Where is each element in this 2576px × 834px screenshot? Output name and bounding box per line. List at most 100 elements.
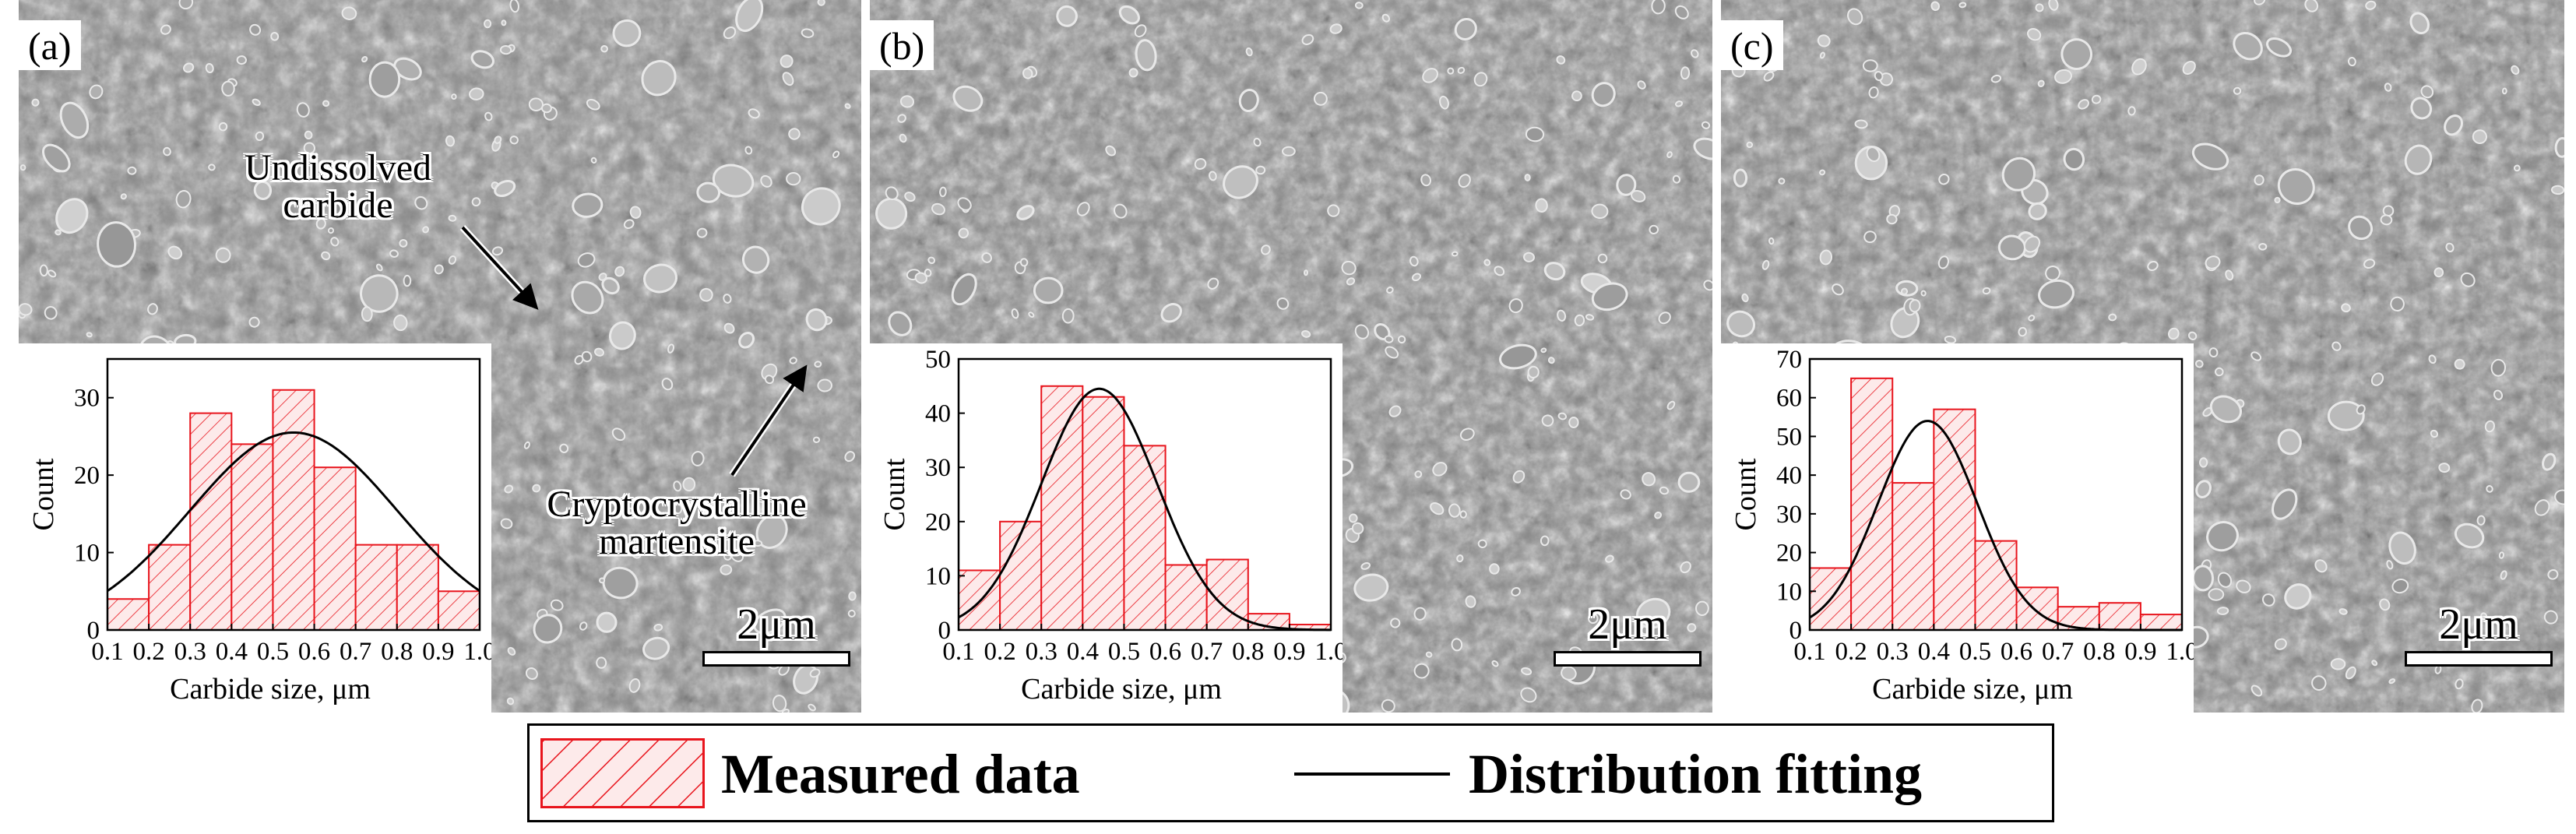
carbide-particle xyxy=(448,214,457,222)
carbide-particle xyxy=(599,577,606,584)
carbide-particle xyxy=(221,80,235,97)
carbide-particle xyxy=(2386,560,2394,570)
carbide-particle xyxy=(596,656,607,669)
annotation-arrows xyxy=(459,224,808,477)
carbide-particle xyxy=(414,195,428,210)
carbide-particle xyxy=(2314,559,2328,573)
carbide-particle xyxy=(1491,660,1499,667)
carbide-particle xyxy=(572,192,604,218)
carbide-particle xyxy=(445,135,456,147)
carbide-particle xyxy=(1658,311,1671,325)
carbide-particle xyxy=(1348,513,1358,523)
carbide-particle xyxy=(1990,74,2002,83)
carbide-particle xyxy=(448,255,457,265)
carbide-particle xyxy=(2500,570,2507,580)
carbide-particle xyxy=(2254,0,2266,5)
carbide-particle xyxy=(2404,144,2433,175)
y-tick-label: 10 xyxy=(74,540,100,568)
y-tick-label: 10 xyxy=(925,562,951,590)
carbide-particle xyxy=(1937,255,1949,269)
x-tick-label: 0.7 xyxy=(340,638,371,666)
carbide-particle xyxy=(509,135,519,145)
carbide-particle xyxy=(2347,57,2356,67)
carbide-particle xyxy=(1413,663,1430,679)
carbide-particle xyxy=(270,32,280,41)
carbide-particle xyxy=(1541,414,1554,427)
legend-measured-label: Measured data xyxy=(721,743,1080,805)
carbide-particle xyxy=(2338,608,2348,615)
carbide-particle xyxy=(2037,79,2045,88)
carbide-particle xyxy=(682,477,696,492)
carbide-particle xyxy=(2091,94,2102,104)
x-tick-label: 0.9 xyxy=(1273,638,1305,666)
carbide-particle xyxy=(2205,255,2221,269)
carbide-particle xyxy=(781,709,790,713)
y-tick-label: 50 xyxy=(1776,423,1802,451)
carbide-particle xyxy=(2345,666,2356,680)
legend-fitting-label: Distribution fitting xyxy=(1469,743,1923,805)
carbide-particle xyxy=(2233,32,2263,61)
carbide-particle xyxy=(2250,351,2262,361)
annotation-line: Undissolved xyxy=(245,147,431,188)
carbide-particle xyxy=(1238,88,1259,113)
carbide-particle xyxy=(422,226,430,234)
y-tick-label: 20 xyxy=(1776,540,1802,568)
legend-fit-line xyxy=(1294,772,1450,776)
carbide-particle xyxy=(817,0,825,6)
carbide-particle xyxy=(499,44,512,55)
carbide-particle xyxy=(897,114,906,123)
carbide-particle xyxy=(375,263,383,272)
carbide-particle xyxy=(2078,99,2089,110)
carbide-particle xyxy=(748,108,760,119)
carbide-particle xyxy=(1300,329,1311,338)
carbide-particle xyxy=(2330,658,2346,670)
carbide-particle xyxy=(1958,2,1967,9)
carbide-particle xyxy=(2195,480,2212,498)
carbide-particle xyxy=(2331,341,2342,351)
carbide-particle xyxy=(1327,204,1340,217)
histogram-bar-hatch xyxy=(396,544,439,631)
annotation-undissolved-carbide: Undissolved carbide xyxy=(213,150,463,224)
carbide-particle xyxy=(2371,660,2378,667)
carbide-particle xyxy=(2182,60,2196,76)
carbide-particle xyxy=(801,28,815,38)
carbide-particle xyxy=(1677,471,1701,493)
carbide-particle xyxy=(1456,554,1464,563)
carbide-particle xyxy=(2444,114,2463,136)
carbide-particle xyxy=(1866,146,1881,163)
carbide-particle xyxy=(2384,83,2392,92)
carbide-particle xyxy=(31,98,40,107)
carbide-particle xyxy=(600,44,608,53)
carbide-particle xyxy=(494,179,516,198)
carbide-particle xyxy=(1061,308,1075,324)
carbide-particle xyxy=(1118,5,1140,25)
carbide-particle xyxy=(2060,38,2093,70)
carbide-particle xyxy=(1457,66,1466,74)
carbide-particle xyxy=(163,146,171,157)
histogram-bar-hatch xyxy=(999,520,1043,631)
carbide-particle xyxy=(814,361,822,368)
carbide-particle xyxy=(667,343,675,354)
carbide-particle xyxy=(1642,472,1656,487)
carbide-particle xyxy=(2511,65,2520,75)
carbide-particle xyxy=(2388,678,2396,684)
carbide-particle xyxy=(1135,39,1157,72)
carbide-particle xyxy=(1397,335,1406,344)
carbide-particle xyxy=(2274,196,2281,204)
carbide-particle xyxy=(753,608,787,635)
carbide-particle xyxy=(2490,358,2507,377)
carbide-particle xyxy=(914,272,927,284)
carbide-particle xyxy=(19,303,33,316)
x-tick-label: 0.1 xyxy=(91,638,123,666)
carbide-particle xyxy=(1819,249,1833,266)
carbide-particle xyxy=(506,697,515,706)
x-tick-label: 0.4 xyxy=(216,638,248,666)
carbide-particle xyxy=(1659,486,1670,495)
x-tick-label: 0.5 xyxy=(1108,638,1140,666)
y-tick-label: 30 xyxy=(925,454,951,482)
carbide-particle xyxy=(571,280,604,315)
carbide-particle xyxy=(2550,185,2564,195)
carbide-particle xyxy=(2428,354,2437,364)
carbide-particle xyxy=(1194,158,1207,170)
carbide-particle xyxy=(1868,86,1879,99)
